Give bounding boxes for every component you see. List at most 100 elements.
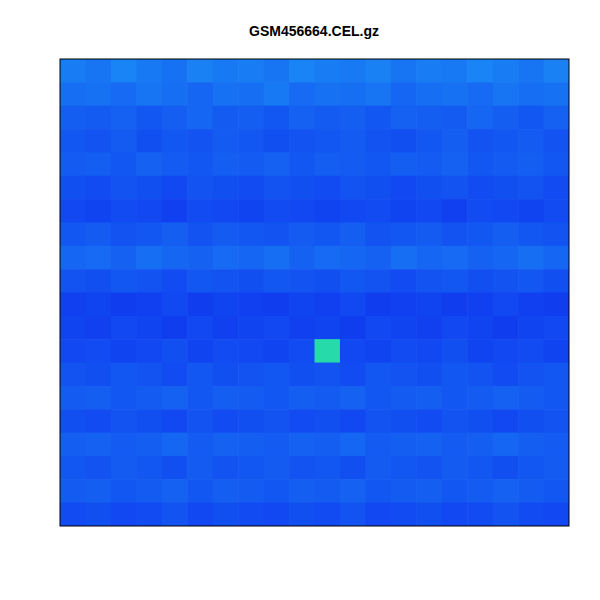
cell bbox=[391, 129, 417, 153]
cell bbox=[111, 82, 137, 106]
cell bbox=[213, 152, 239, 176]
cell bbox=[365, 503, 391, 526]
cell bbox=[391, 222, 417, 246]
cell bbox=[187, 409, 213, 433]
cell bbox=[85, 246, 111, 270]
cell bbox=[60, 59, 86, 83]
cell bbox=[391, 503, 417, 526]
cell bbox=[60, 246, 86, 270]
cell bbox=[111, 293, 137, 317]
cell bbox=[111, 129, 137, 153]
cell bbox=[60, 339, 86, 363]
cell bbox=[493, 82, 519, 106]
cell bbox=[518, 293, 544, 317]
cell bbox=[187, 363, 213, 387]
cell bbox=[136, 222, 162, 246]
cell bbox=[365, 222, 391, 246]
cell bbox=[315, 199, 341, 223]
cell bbox=[518, 176, 544, 200]
cell bbox=[467, 339, 493, 363]
cell bbox=[365, 433, 391, 457]
cell bbox=[136, 409, 162, 433]
cell bbox=[60, 479, 86, 503]
cell bbox=[264, 293, 290, 317]
cell bbox=[238, 316, 264, 340]
cell bbox=[544, 129, 569, 153]
cell bbox=[85, 129, 111, 153]
cell bbox=[340, 456, 366, 480]
cell bbox=[518, 246, 544, 270]
cell bbox=[544, 246, 569, 270]
cell bbox=[213, 129, 239, 153]
cell bbox=[340, 386, 366, 410]
cell bbox=[315, 479, 341, 503]
cell bbox=[416, 129, 442, 153]
cell bbox=[264, 106, 290, 130]
cell bbox=[518, 433, 544, 457]
cell bbox=[365, 176, 391, 200]
cell bbox=[467, 409, 493, 433]
cell bbox=[467, 82, 493, 106]
cell bbox=[111, 152, 137, 176]
cell bbox=[365, 59, 391, 83]
cell bbox=[518, 222, 544, 246]
cell bbox=[264, 152, 290, 176]
cell bbox=[467, 152, 493, 176]
cell bbox=[518, 479, 544, 503]
cell bbox=[315, 293, 341, 317]
cell bbox=[85, 316, 111, 340]
cell bbox=[467, 129, 493, 153]
cell bbox=[111, 433, 137, 457]
cell bbox=[315, 59, 341, 83]
cell bbox=[340, 479, 366, 503]
cell bbox=[85, 152, 111, 176]
cell bbox=[493, 129, 519, 153]
cell bbox=[238, 129, 264, 153]
cell bbox=[289, 59, 315, 83]
cell bbox=[442, 503, 468, 526]
cell bbox=[111, 199, 137, 223]
cell bbox=[187, 339, 213, 363]
cell bbox=[467, 479, 493, 503]
cell bbox=[238, 152, 264, 176]
cell bbox=[238, 269, 264, 293]
cell bbox=[213, 503, 239, 526]
cell bbox=[60, 106, 86, 130]
cell bbox=[493, 269, 519, 293]
title: GSM456664.CEL.gz bbox=[249, 23, 379, 39]
cell bbox=[544, 363, 569, 387]
cell bbox=[315, 152, 341, 176]
cell bbox=[391, 433, 417, 457]
cell bbox=[340, 503, 366, 526]
cell bbox=[187, 456, 213, 480]
cell bbox=[442, 316, 468, 340]
cell bbox=[518, 82, 544, 106]
cell bbox=[85, 363, 111, 387]
cell bbox=[518, 269, 544, 293]
cell bbox=[162, 199, 188, 223]
cell bbox=[136, 176, 162, 200]
cell bbox=[162, 129, 188, 153]
cell bbox=[187, 152, 213, 176]
cell bbox=[340, 269, 366, 293]
cell bbox=[340, 316, 366, 340]
cell bbox=[365, 363, 391, 387]
cell bbox=[264, 503, 290, 526]
cell bbox=[60, 129, 86, 153]
cell bbox=[340, 363, 366, 387]
cell bbox=[493, 339, 519, 363]
cell bbox=[365, 409, 391, 433]
cell bbox=[544, 479, 569, 503]
cell bbox=[365, 106, 391, 130]
cell bbox=[136, 129, 162, 153]
cell bbox=[391, 199, 417, 223]
cell bbox=[264, 199, 290, 223]
cell bbox=[391, 176, 417, 200]
cell bbox=[162, 433, 188, 457]
cell bbox=[442, 456, 468, 480]
cell bbox=[136, 82, 162, 106]
cell bbox=[391, 106, 417, 130]
cell bbox=[544, 222, 569, 246]
cell bbox=[493, 199, 519, 223]
cell bbox=[85, 339, 111, 363]
